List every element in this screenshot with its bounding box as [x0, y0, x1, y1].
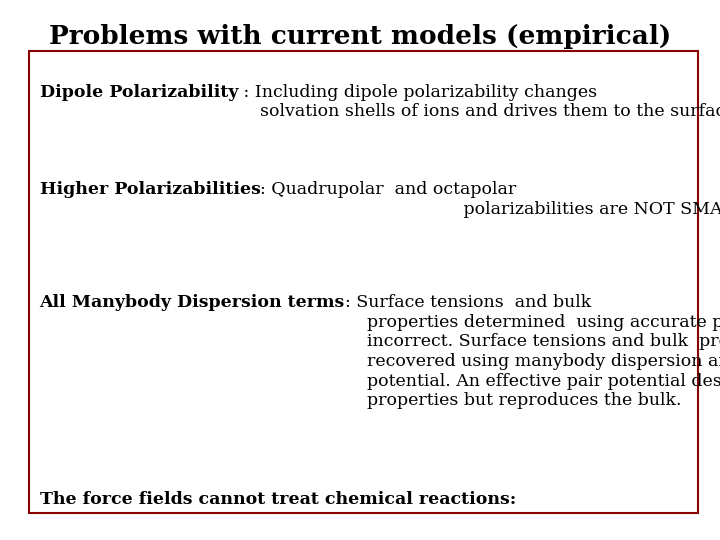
- Text: Higher Polarizabilities: Higher Polarizabilities: [40, 181, 261, 198]
- Text: The force fields cannot treat chemical reactions:: The force fields cannot treat chemical r…: [40, 491, 516, 508]
- Bar: [29, 51, 698, 513]
- Text: Dipole Polarizability: Dipole Polarizability: [40, 84, 238, 100]
- Text: Problems with current models (empirical): Problems with current models (empirical): [49, 24, 671, 49]
- Text: : Surface tensions  and bulk
    properties determined  using accurate pair pote: : Surface tensions and bulk properties d…: [345, 294, 720, 409]
- Text: All Manybody Dispersion terms: All Manybody Dispersion terms: [40, 294, 345, 311]
- Text: : Including dipole polarizability changes
    solvation shells of ions and drive: : Including dipole polarizability change…: [238, 84, 720, 120]
- Text: : Quadrupolar  and octapolar
                                     polarizabiliti: : Quadrupolar and octapolar polarizabili…: [261, 181, 720, 218]
